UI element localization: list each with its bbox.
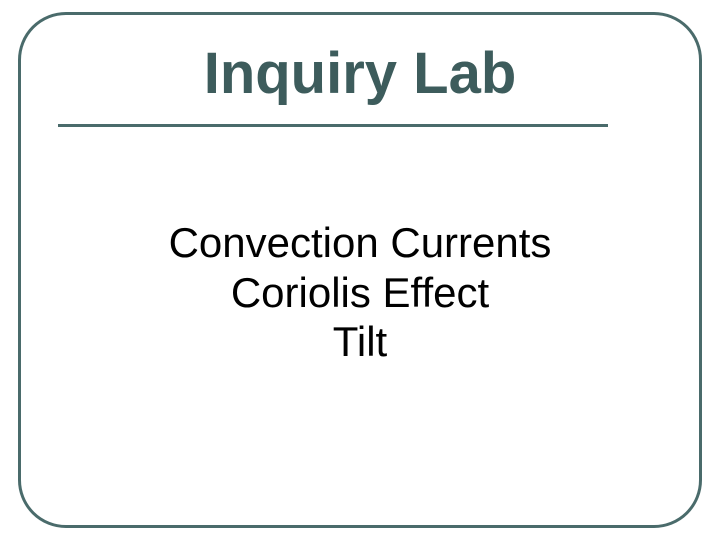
body-line-1: Convection Currents [0,218,720,268]
slide-title: Inquiry Lab [0,40,720,107]
slide-body: Convection Currents Coriolis Effect Tilt [0,218,720,367]
title-underline [58,124,608,127]
body-line-3: Tilt [0,317,720,367]
body-line-2: Coriolis Effect [0,268,720,318]
